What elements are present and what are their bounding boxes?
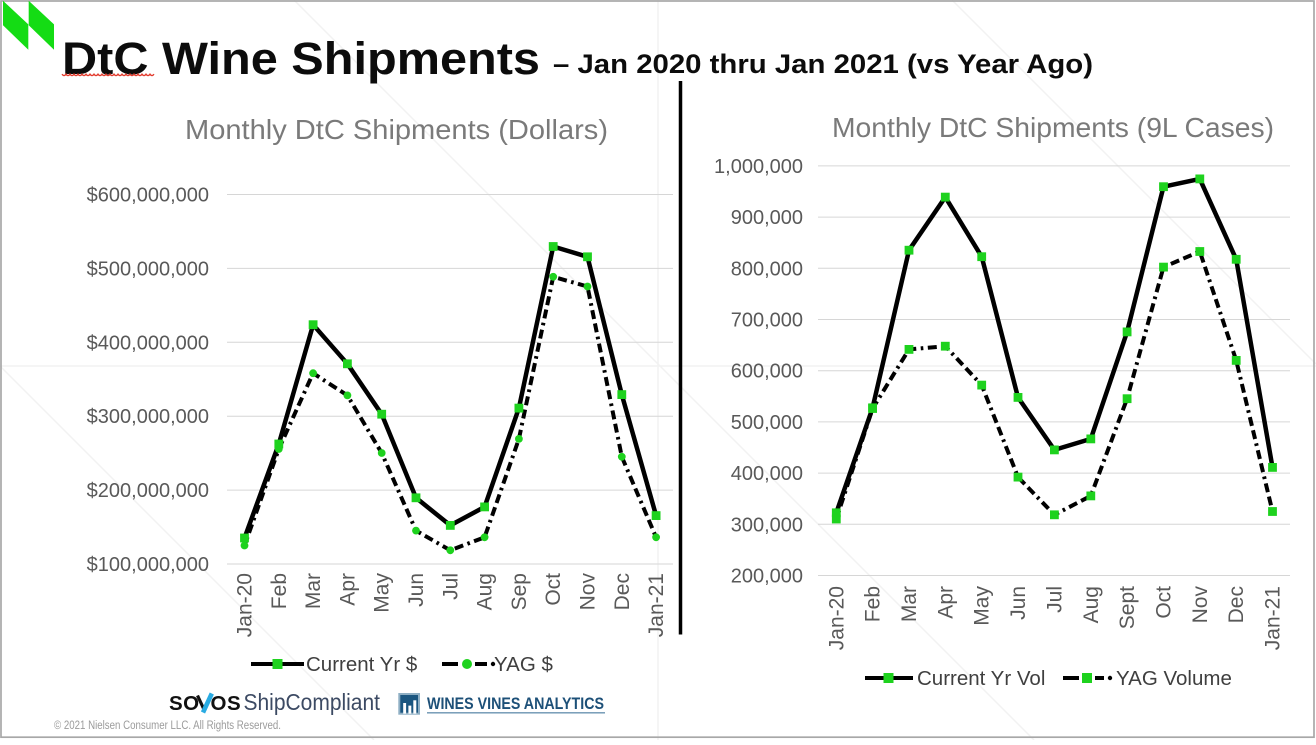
svg-text:Oct: Oct <box>1153 586 1176 619</box>
svg-text:900,000: 900,000 <box>731 207 803 229</box>
svg-text:600,000: 600,000 <box>731 361 803 383</box>
svg-text:Aug: Aug <box>474 573 497 610</box>
svg-text:May: May <box>971 586 994 626</box>
svg-text:Monthly DtC Shipments (Dollars: Monthly DtC Shipments (Dollars) <box>185 114 608 145</box>
svg-text:$200,000,000: $200,000,000 <box>87 480 209 502</box>
svg-text:WINES VINES ANALYTICS: WINES VINES ANALYTICS <box>427 694 604 713</box>
svg-text:© 2021 Nielsen Consumer LLC. A: © 2021 Nielsen Consumer LLC. All Rights … <box>54 720 281 732</box>
svg-text:SO: SO <box>169 692 200 715</box>
svg-text:800,000: 800,000 <box>731 258 803 280</box>
svg-text:$400,000,000: $400,000,000 <box>87 332 209 354</box>
svg-text:Jan-21: Jan-21 <box>645 573 668 637</box>
svg-text:Mar: Mar <box>302 573 325 609</box>
svg-text:YAG Volume: YAG Volume <box>1116 667 1232 690</box>
svg-text:Feb: Feb <box>268 573 291 609</box>
svg-text:300,000: 300,000 <box>731 514 803 536</box>
svg-text:Jun: Jun <box>405 573 428 607</box>
svg-text:Jun: Jun <box>1007 586 1030 620</box>
svg-text:May: May <box>371 573 394 613</box>
svg-text:$500,000,000: $500,000,000 <box>87 258 209 280</box>
svg-text:Jan-21: Jan-21 <box>1262 586 1285 650</box>
svg-text:Apr: Apr <box>934 586 957 619</box>
svg-text:Nov: Nov <box>577 573 600 611</box>
svg-text:Nov: Nov <box>1189 586 1212 624</box>
svg-text:$100,000,000: $100,000,000 <box>87 554 209 576</box>
svg-text:1,000,000: 1,000,000 <box>714 156 803 178</box>
svg-text:YAG $: YAG $ <box>494 653 553 676</box>
svg-text:OS: OS <box>211 692 242 715</box>
svg-text:Mar: Mar <box>898 586 921 622</box>
svg-text:ShipCompliant: ShipCompliant <box>244 689 381 715</box>
svg-text:$300,000,000: $300,000,000 <box>87 406 209 428</box>
svg-text:Jan-20: Jan-20 <box>825 586 848 650</box>
svg-text:DtC Wine Shipments: DtC Wine Shipments <box>62 33 540 84</box>
svg-text:200,000: 200,000 <box>731 566 803 588</box>
svg-text:Aug: Aug <box>1080 586 1103 623</box>
svg-text:Apr: Apr <box>336 573 359 606</box>
svg-text:Dec: Dec <box>611 573 634 610</box>
svg-text:Dec: Dec <box>1225 586 1248 623</box>
svg-text:Jan-20: Jan-20 <box>234 573 257 637</box>
svg-text:Sep: Sep <box>508 573 531 610</box>
svg-text:Jul: Jul <box>439 573 462 600</box>
svg-text:– Jan 2020 thru Jan 2021 (vs Y: – Jan 2020 thru Jan 2021 (vs Year Ago) <box>553 49 1093 79</box>
svg-text:Current Yr Vol: Current Yr Vol <box>917 667 1045 690</box>
svg-text:500,000: 500,000 <box>731 412 803 434</box>
svg-text:Current Yr $: Current Yr $ <box>306 653 418 676</box>
svg-text:Jul: Jul <box>1043 586 1066 613</box>
svg-text:Oct: Oct <box>542 573 565 606</box>
svg-text:Sept: Sept <box>1116 586 1139 629</box>
svg-text:700,000: 700,000 <box>731 310 803 332</box>
svg-text:400,000: 400,000 <box>731 463 803 485</box>
svg-text:$600,000,000: $600,000,000 <box>87 185 209 207</box>
svg-text:Feb: Feb <box>862 586 885 622</box>
svg-text:Monthly DtC Shipments (9L Case: Monthly DtC Shipments (9L Cases) <box>832 112 1274 143</box>
